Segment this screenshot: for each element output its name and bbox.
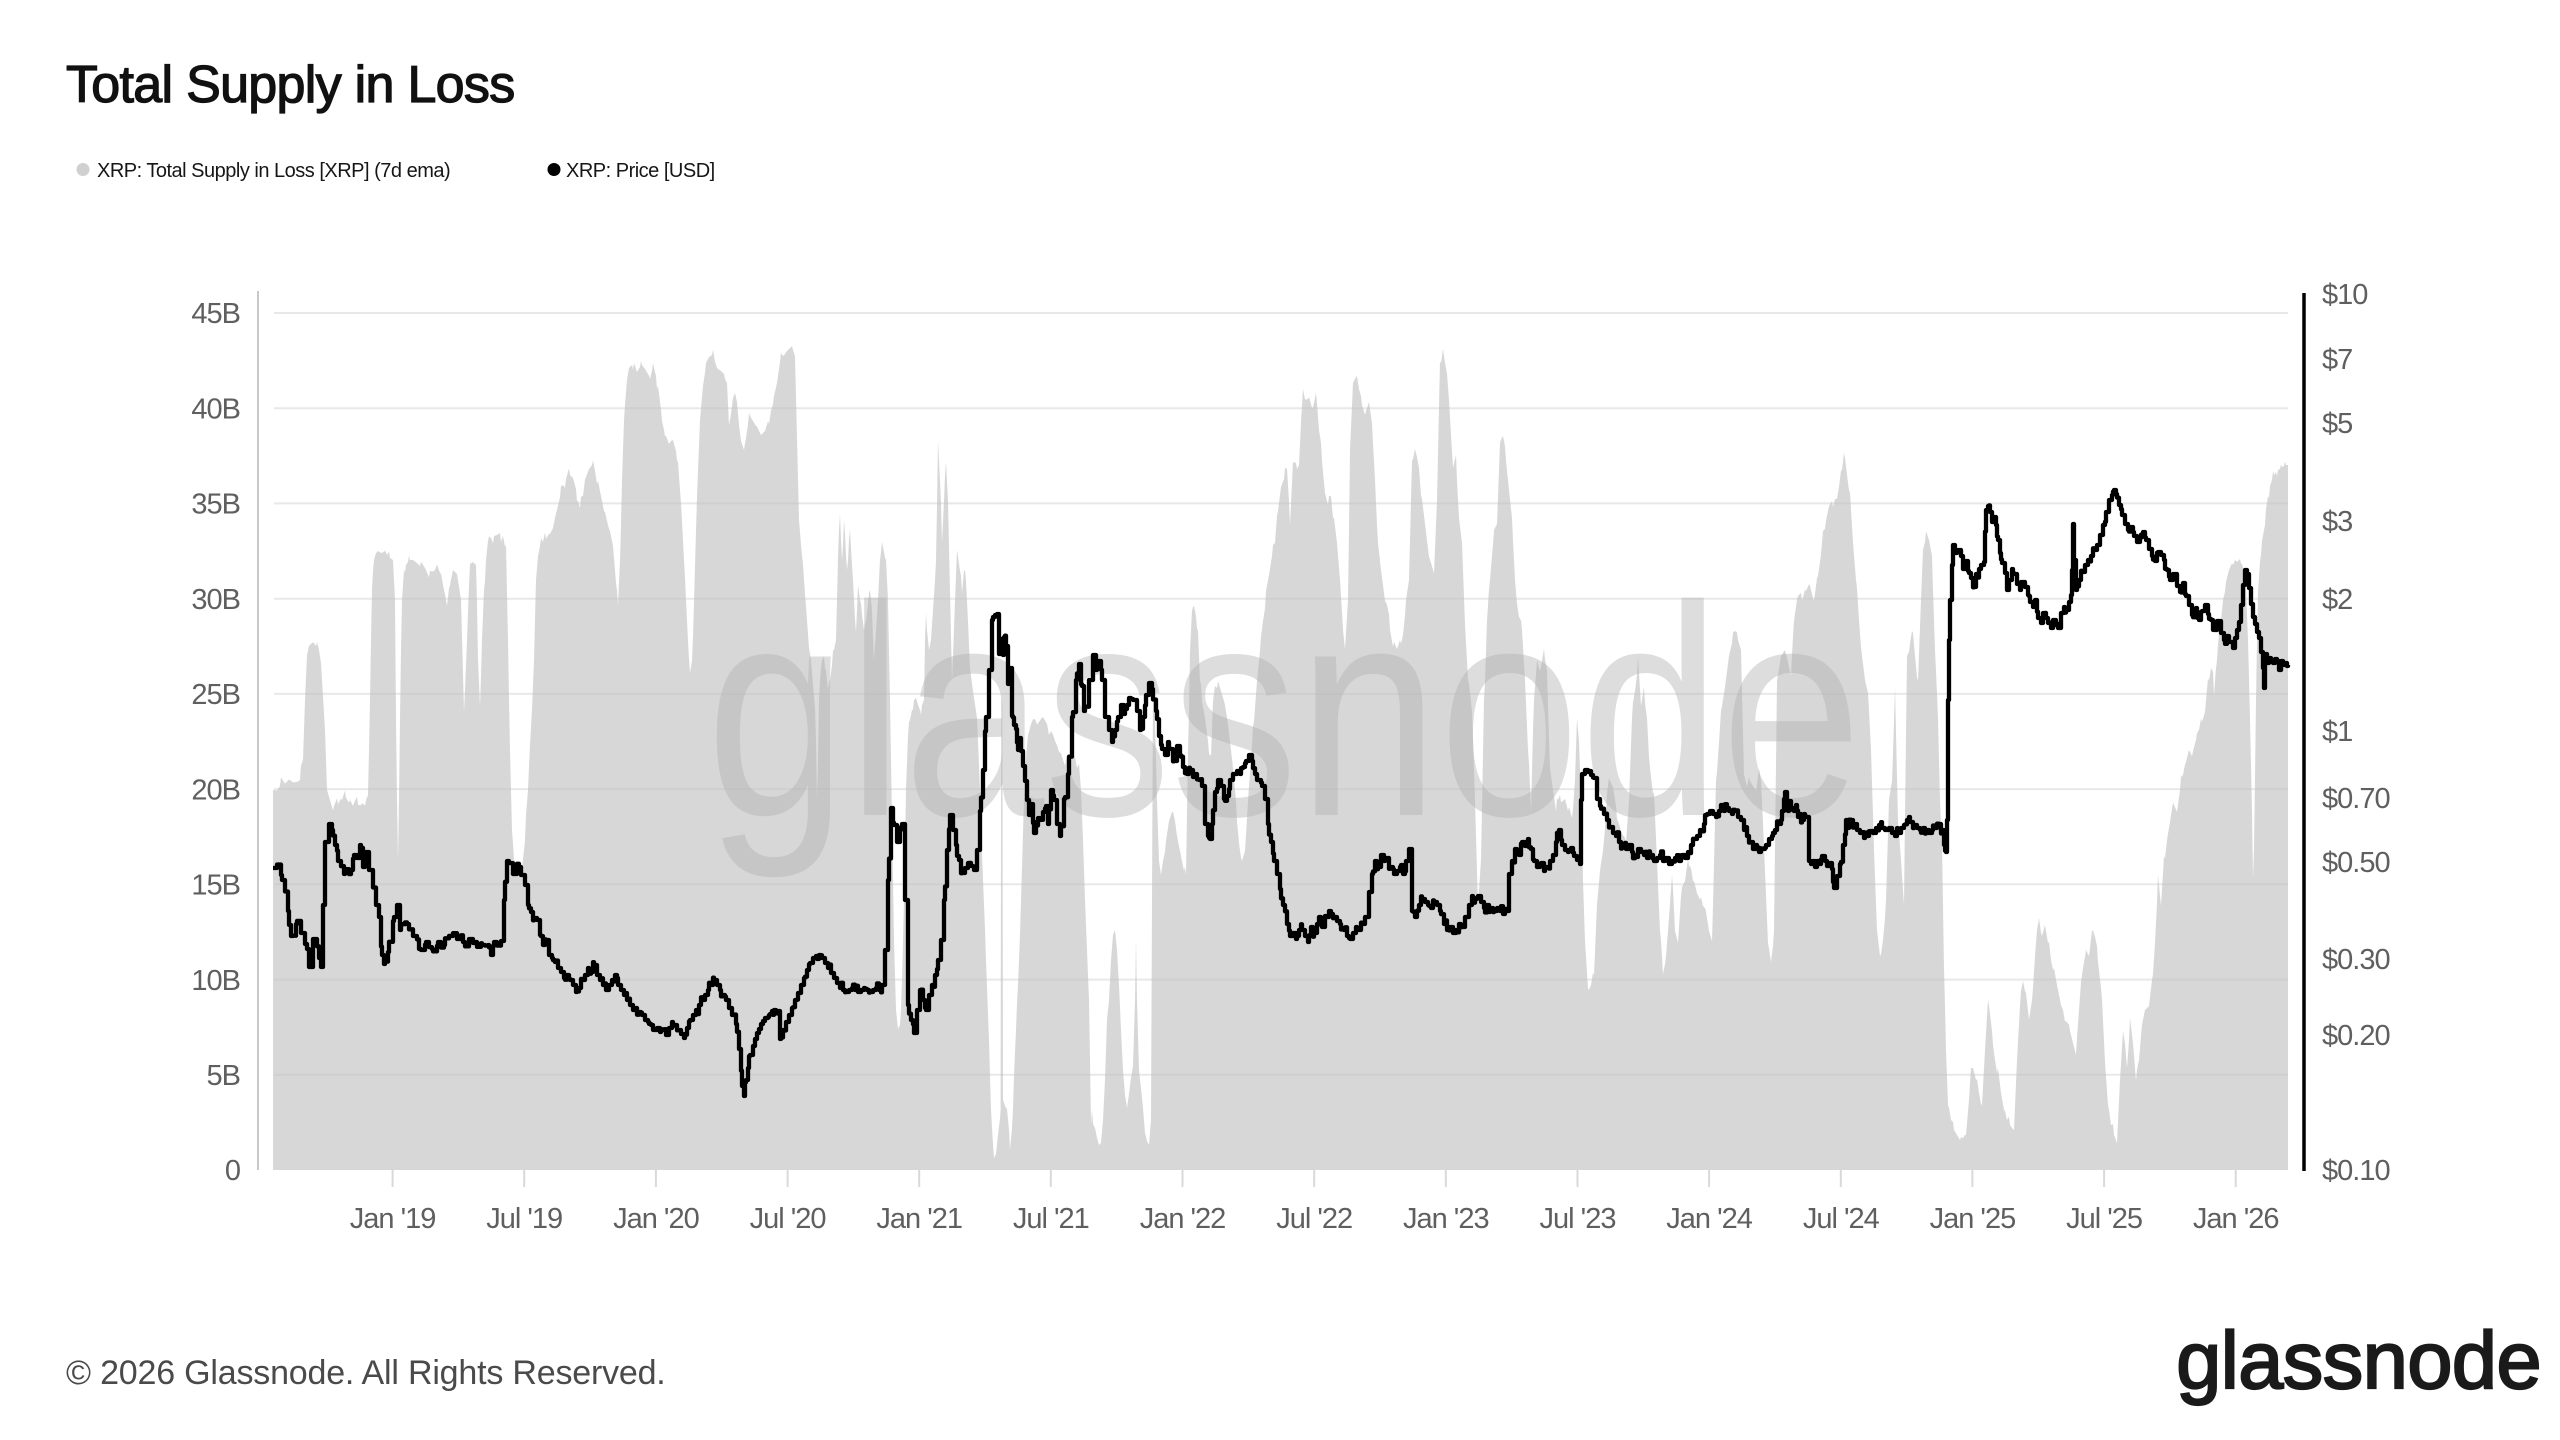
svg-text:Jul '23: Jul '23 [1540,1203,1616,1235]
svg-text:glassnode: glassnode [706,544,1862,881]
svg-text:Jan '22: Jan '22 [1140,1203,1226,1235]
svg-text:$2: $2 [2322,584,2352,616]
svg-text:Jan '26: Jan '26 [2193,1203,2279,1235]
svg-text:15B: 15B [191,870,240,902]
svg-text:Jan '19: Jan '19 [350,1203,436,1235]
svg-text:10B: 10B [191,965,240,997]
svg-text:25B: 25B [191,679,240,711]
svg-text:© 2026 Glassnode. All Rights R: © 2026 Glassnode. All Rights Reserved. [66,1354,666,1392]
svg-text:Jan '21: Jan '21 [876,1203,962,1235]
svg-text:20B: 20B [191,774,240,806]
svg-text:35B: 35B [191,489,240,521]
svg-text:Jan '20: Jan '20 [613,1203,699,1235]
svg-text:Jul '25: Jul '25 [2066,1203,2142,1235]
svg-text:Jul '21: Jul '21 [1013,1203,1089,1235]
svg-text:$5: $5 [2322,408,2352,440]
svg-text:$0.10: $0.10 [2322,1155,2390,1187]
svg-text:$0.30: $0.30 [2322,944,2390,976]
svg-text:40B: 40B [191,393,240,425]
svg-text:$3: $3 [2322,506,2352,538]
svg-text:Jul '24: Jul '24 [1803,1203,1880,1235]
svg-text:$0.20: $0.20 [2322,1020,2390,1052]
svg-text:Jul '19: Jul '19 [486,1203,562,1235]
svg-text:XRP: Price [USD]: XRP: Price [USD] [566,160,715,182]
svg-text:$7: $7 [2322,344,2352,376]
svg-text:$10: $10 [2322,279,2367,311]
svg-text:5B: 5B [207,1060,240,1092]
svg-text:Jan '25: Jan '25 [1930,1203,2016,1235]
svg-text:Jan '24: Jan '24 [1666,1203,1752,1235]
svg-text:$0.50: $0.50 [2322,847,2390,879]
svg-text:glassnode: glassnode [2176,1316,2541,1406]
svg-text:Jan '23: Jan '23 [1403,1203,1489,1235]
svg-text:45B: 45B [191,298,240,330]
svg-text:Jul '22: Jul '22 [1276,1203,1352,1235]
svg-text:$1: $1 [2322,716,2352,748]
svg-text:Jul '20: Jul '20 [750,1203,826,1235]
svg-text:$0.70: $0.70 [2322,783,2390,815]
svg-text:Total Supply in Loss: Total Supply in Loss [66,56,515,114]
svg-text:30B: 30B [191,584,240,616]
svg-text:XRP: Total Supply in Loss [XRP: XRP: Total Supply in Loss [XRP] (7d ema) [97,160,450,182]
svg-text:0: 0 [225,1155,240,1187]
